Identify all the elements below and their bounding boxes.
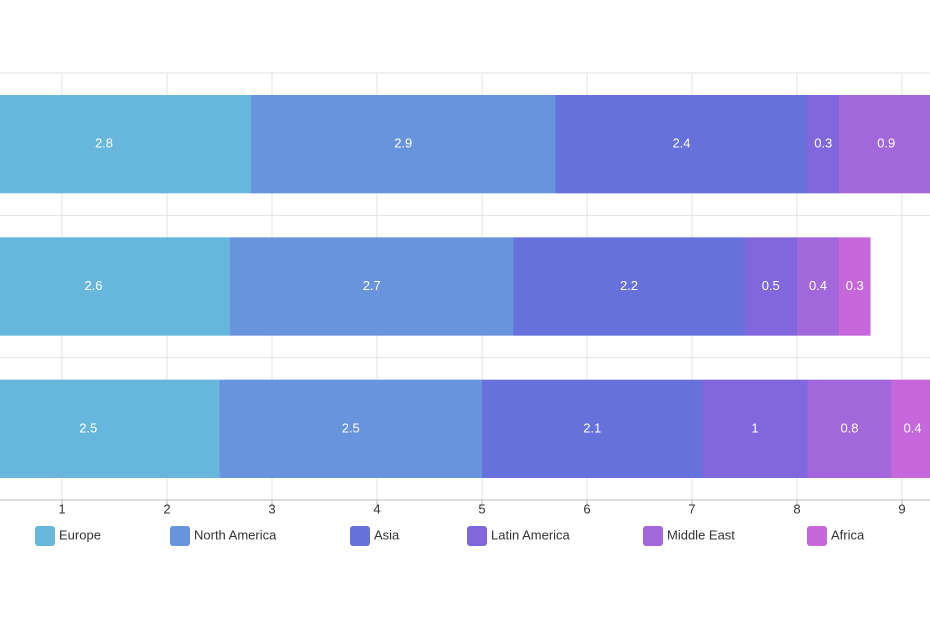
data-label: 0.3 <box>846 278 864 293</box>
bar-segment <box>482 379 703 478</box>
bar-segment <box>891 379 930 478</box>
data-label: 0.3 <box>814 136 832 151</box>
data-label: 0.4 <box>809 278 827 293</box>
bar-segment <box>839 237 871 336</box>
x-tick-label: 7 <box>688 501 695 516</box>
legend-swatch <box>170 526 190 546</box>
bar-segment <box>0 95 251 194</box>
legend-swatch <box>643 526 663 546</box>
x-tick-label: 2 <box>163 501 170 516</box>
legend-swatch <box>35 526 55 546</box>
legend-label: North America <box>194 527 277 542</box>
x-tick-label: 5 <box>478 501 485 516</box>
legend-swatch <box>807 526 827 546</box>
x-tick-label: 3 <box>268 501 275 516</box>
data-label: 2.1 <box>583 420 601 435</box>
x-tick-label: 6 <box>583 501 590 516</box>
legend-label: Asia <box>374 527 400 542</box>
data-label: 2.7 <box>363 278 381 293</box>
legend-label: Europe <box>59 527 101 542</box>
bar-segment <box>251 95 556 194</box>
bar-segment <box>797 237 839 336</box>
bar-segment <box>807 95 839 194</box>
data-label: 0.8 <box>840 420 858 435</box>
data-label: 2.2 <box>620 278 638 293</box>
data-label: 2.8 <box>95 136 113 151</box>
bar-segment <box>219 379 482 478</box>
legend-label: Africa <box>831 527 865 542</box>
data-label: 2.5 <box>79 420 97 435</box>
bar-segment <box>0 379 220 478</box>
x-tick-label: 9 <box>898 501 905 516</box>
bar-segment <box>555 95 808 194</box>
data-label: 0.4 <box>903 420 921 435</box>
data-label: 2.5 <box>342 420 360 435</box>
data-label: 0.5 <box>762 278 780 293</box>
legend-swatch <box>467 526 487 546</box>
bar-segment <box>702 379 808 478</box>
data-label: 1 <box>751 420 758 435</box>
data-label: 0.9 <box>877 136 895 151</box>
bar-segment <box>230 237 514 336</box>
data-label: 2.6 <box>84 278 102 293</box>
bar-segment <box>807 379 892 478</box>
bar-segment <box>839 95 930 194</box>
x-tick-label: 4 <box>373 501 380 516</box>
x-tick-label: 8 <box>793 501 800 516</box>
data-label: 2.9 <box>394 136 412 151</box>
bar-segment <box>744 237 797 336</box>
legend-label: Latin America <box>491 527 571 542</box>
bar-segment <box>513 237 745 336</box>
data-label: 2.4 <box>672 136 690 151</box>
bar-segment <box>0 237 230 336</box>
legend-label: Middle East <box>667 527 735 542</box>
legend-swatch <box>350 526 370 546</box>
x-tick-label: 1 <box>58 501 65 516</box>
